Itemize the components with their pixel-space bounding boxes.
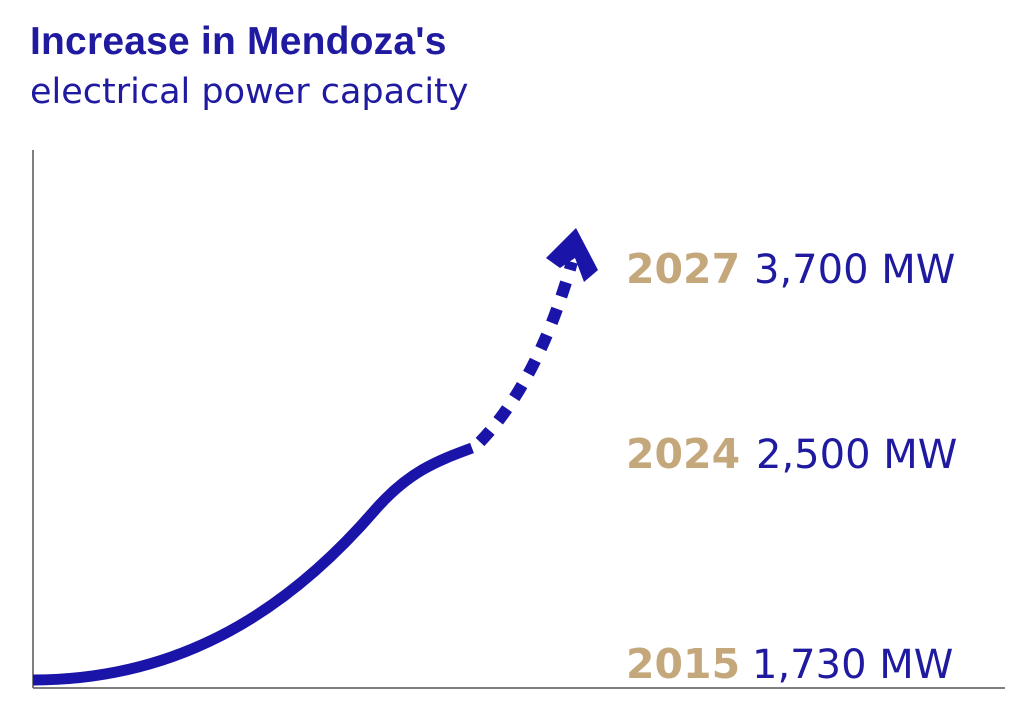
projection-arrowhead	[546, 228, 598, 282]
value-label-2024: 2,500 MW	[756, 432, 957, 478]
actual-growth-line	[32, 442, 474, 686]
chart-subtitle: electrical power capacity	[30, 72, 469, 112]
data-labels: 2015 1,730 MW 2024 2,500 MW 2027 3,700 MW	[626, 245, 957, 688]
value-label-2015: 1,730 MW	[752, 642, 953, 688]
year-label-2024: 2024	[626, 430, 740, 478]
chart-title: Increase in Mendoza's	[30, 20, 447, 63]
year-label-2015: 2015	[626, 640, 740, 688]
value-label-2027: 3,700 MW	[754, 247, 955, 293]
year-label-2027: 2027	[626, 245, 740, 293]
projected-growth-line	[475, 260, 578, 447]
